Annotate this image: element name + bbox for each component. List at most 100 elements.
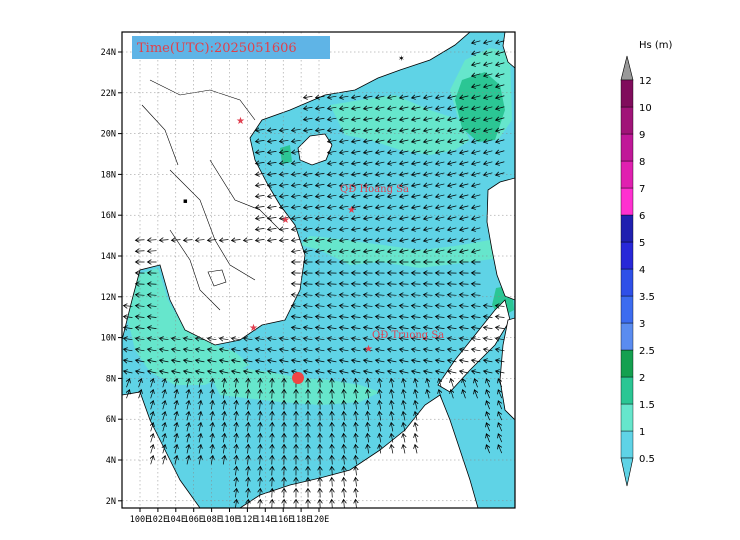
wave-arrow: [484, 63, 493, 65]
wave-arrow: [304, 316, 313, 317]
wave-arrow: [486, 412, 489, 421]
wave-arrow: [328, 129, 337, 131]
wave-arrow: [436, 118, 445, 120]
wave-arrow: [260, 390, 261, 399]
colorbar-segment: [620, 430, 634, 459]
wave-arrow: [352, 360, 361, 362]
wave-arrow: [496, 327, 505, 328]
wave-arrow: [376, 338, 385, 339]
wave-arrow: [260, 434, 261, 443]
wave-arrow: [328, 250, 337, 252]
wave-arrow: [448, 129, 457, 131]
wave-arrow: [496, 41, 505, 43]
wave-arrow: [400, 360, 409, 362]
wave-arrow: [400, 338, 409, 339]
wave-arrow: [199, 401, 201, 410]
wave-arrow: [328, 118, 337, 120]
wave-arrow: [244, 371, 253, 373]
wave-arrow: [412, 349, 421, 351]
star-icon: ★: [364, 344, 373, 355]
wave-arrow: [472, 239, 481, 241]
wave-arrow: [272, 456, 273, 465]
wave-arrow: [344, 489, 345, 498]
wave-arrow: [148, 295, 157, 296]
wave-arrow: [272, 423, 273, 432]
wave-arrow: [436, 349, 445, 351]
colorbar-segment: [620, 241, 634, 270]
wave-arrow: [340, 195, 349, 197]
borneo: [239, 394, 479, 508]
wave-arrow: [344, 390, 345, 399]
wave-arrow: [124, 327, 133, 328]
wave-arrow: [498, 390, 502, 399]
wave-arrow: [484, 338, 493, 339]
wave-arrow: [412, 360, 421, 362]
wave-arrow: [316, 184, 325, 186]
wave-arrow: [388, 338, 397, 339]
wave-arrow: [280, 184, 289, 185]
wave-arrow: [256, 349, 265, 351]
wave-arrow: [172, 371, 181, 373]
wave-arrow: [352, 306, 361, 307]
wave-arrow: [472, 129, 481, 131]
wave-arrow: [367, 390, 368, 399]
wave-arrow: [403, 434, 405, 443]
wave-arrow: [400, 316, 409, 317]
wave-arrow: [472, 85, 481, 87]
wave-arrow: [415, 412, 417, 421]
wave-arrow: [424, 206, 433, 208]
wave-arrow: [436, 228, 445, 230]
wave-arrow: [235, 478, 236, 487]
wave-arrow: [376, 239, 385, 241]
wave-arrow: [256, 162, 265, 163]
wave-arrow: [304, 107, 313, 108]
wave-arrow: [424, 184, 433, 186]
wave-arrow: [496, 52, 505, 54]
wave-arrow: [328, 228, 337, 230]
wave-arrow: [340, 129, 349, 131]
wave-arrow: [340, 371, 349, 373]
colorbar-label: 2.5: [639, 346, 655, 357]
wave-arrow: [400, 107, 409, 109]
wave-arrow: [412, 173, 421, 175]
wave-arrow: [139, 379, 142, 388]
wave-arrow: [340, 316, 349, 317]
wave-arrow: [260, 478, 261, 487]
wave-arrow: [187, 423, 189, 432]
wave-arrow: [160, 349, 169, 351]
wave-arrow: [460, 349, 469, 351]
time-label-box: [132, 36, 330, 59]
wave-arrow: [196, 371, 205, 373]
wave-arrow: [260, 489, 261, 498]
wave-arrow: [268, 239, 277, 240]
wave-arrow: [136, 338, 145, 339]
wave-arrow: [496, 349, 505, 351]
wave-arrow: [472, 206, 481, 208]
wave-arrow: [472, 195, 481, 197]
wave-arrow: [460, 316, 469, 317]
wave-arrow: [460, 140, 469, 142]
wave-arrow: [376, 250, 385, 252]
colorbar-label: 3.5: [639, 292, 655, 303]
wave-arrow: [352, 250, 361, 252]
wave-arrow: [256, 140, 265, 141]
wave-arrow: [175, 390, 177, 399]
wave-arrow: [196, 240, 205, 241]
wave-arrow: [376, 184, 385, 186]
wave-arrow: [448, 239, 457, 241]
wave-arrow: [332, 379, 333, 388]
wave-arrow: [268, 195, 277, 196]
wave-arrow: [472, 118, 481, 120]
colorbar-segments: [620, 79, 634, 459]
wave-arrow: [292, 140, 301, 141]
wave-arrow: [316, 217, 325, 219]
wave-arrow: [448, 151, 457, 153]
wave-arrow: [460, 195, 469, 197]
wave-arrow: [268, 162, 277, 163]
wave-arrow: [403, 423, 405, 432]
wave-arrow: [448, 206, 457, 208]
wave-arrow: [403, 445, 405, 454]
wave-arrow: [355, 489, 356, 498]
wave-arrow: [256, 360, 265, 362]
wave-arrow: [340, 96, 349, 98]
